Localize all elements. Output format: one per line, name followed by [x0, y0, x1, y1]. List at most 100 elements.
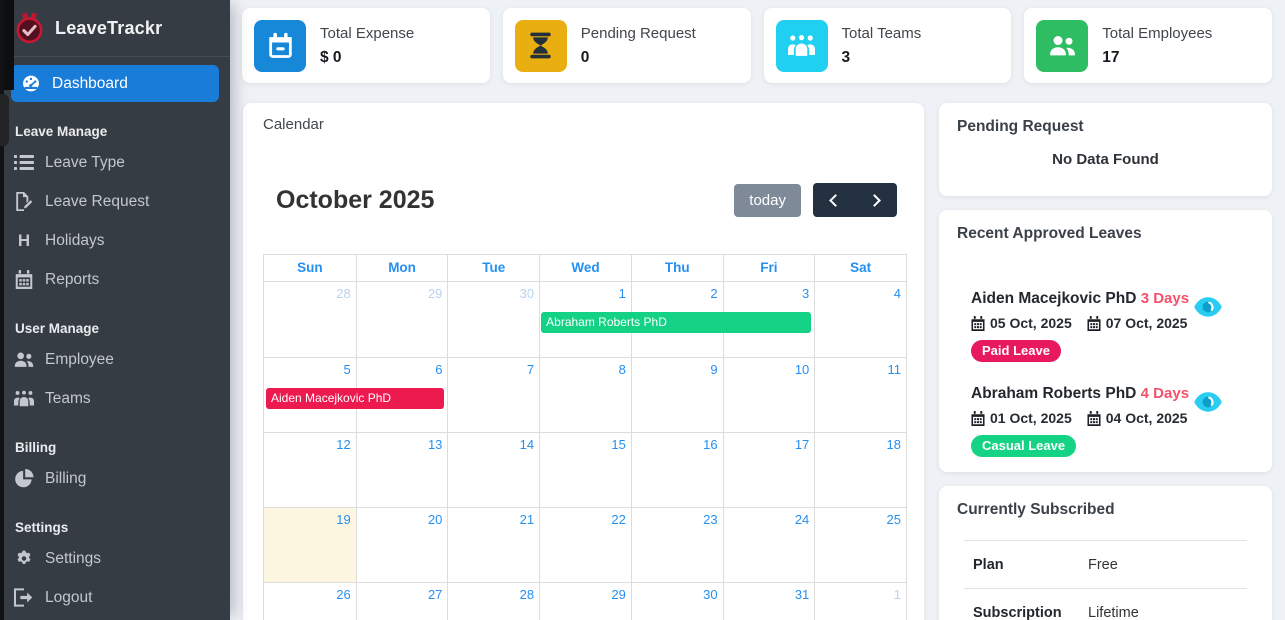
calendar-day-cell[interactable]: 30	[447, 282, 539, 357]
stat-value: $ 0	[320, 48, 342, 66]
sidebar-nav: Dashboard Leave Manage Leave Type Leave Re…	[0, 57, 230, 620]
calendar-day-cell[interactable]: 28	[447, 583, 539, 620]
calendar-day-cell[interactable]: 9	[630, 358, 723, 432]
brand[interactable]: LeaveTrackr	[0, 0, 230, 57]
calendar-card-title: Calendar	[263, 116, 324, 133]
calendar-day-cell[interactable]: 30	[630, 583, 723, 620]
calendar-day-cell[interactable]: 15	[539, 433, 631, 507]
calendar-day-cell[interactable]: 16	[630, 433, 723, 507]
calendar-day-cell[interactable]: 19	[264, 508, 356, 582]
people-group-icon	[775, 19, 828, 72]
stat-value: 17	[1102, 48, 1120, 66]
calendar-day-cell[interactable]: 21	[447, 508, 539, 582]
sidebar-item-leave-type[interactable]: Leave Type	[11, 143, 219, 182]
leave-date-text: 07 Oct, 2025	[1105, 315, 1188, 331]
sidebar-item-logout[interactable]: Logout	[11, 578, 219, 617]
sidebar-item-label: Teams	[45, 389, 91, 407]
calendar-day-cell[interactable]: 24	[722, 508, 815, 582]
stat-text: Total Expense $ 0	[320, 25, 414, 67]
leave-entry-name: Aiden Macejkovic PhD 3 Days	[971, 290, 1190, 307]
leave-type-badge: Paid Leave	[971, 340, 1061, 362]
calendar-buttons: today	[734, 183, 897, 217]
calendar-minus-icon	[254, 19, 306, 72]
leave-entry: Abraham Roberts PhD 4 Days 01 Oct, 2025 04…	[971, 385, 1254, 457]
calendar-week-row: 28 29 30 1 2 3 4 Abraham Roberts PhD	[264, 282, 906, 357]
today-button[interactable]: today	[734, 183, 801, 217]
pending-request-title: Pending Request	[957, 118, 1084, 135]
brand-name: LeaveTrackr	[55, 17, 163, 38]
window-edge-handle	[0, 94, 9, 146]
sidebar-item-label: Logout	[45, 588, 93, 606]
leave-entry-days: 3 Days	[1140, 290, 1190, 307]
calendar-event[interactable]: Aiden Macejkovic PhD	[266, 388, 445, 409]
subscription-row: Subscription Lifetime	[964, 589, 1247, 620]
sidebar-item-label: Leave Type	[45, 153, 125, 171]
eye-icon[interactable]	[1194, 297, 1222, 317]
stat-value: 3	[841, 48, 851, 66]
calendar-day-cell[interactable]: 4	[814, 282, 906, 357]
stat-text: Pending Request 0	[581, 25, 696, 67]
calendar-month-title: October 2025	[276, 185, 435, 214]
calendar-event[interactable]: Abraham Roberts PhD	[541, 312, 812, 333]
calendar-day-cell[interactable]: 14	[447, 433, 539, 507]
calendar-day-cell[interactable]: 11	[814, 358, 906, 432]
users-icon	[1036, 19, 1089, 72]
calendar-day-cell[interactable]: 1	[539, 282, 631, 357]
calendar-day-cell[interactable]: 8	[539, 358, 631, 432]
users-icon	[14, 350, 34, 369]
next-month-button[interactable]	[855, 183, 897, 217]
app-logo-icon	[14, 12, 45, 44]
sidebar-item-settings[interactable]: Settings	[11, 539, 219, 578]
day-header: Wed	[539, 255, 631, 281]
calendar-day-cell[interactable]: 10	[722, 358, 815, 432]
leave-date: 05 Oct, 2025	[971, 315, 1072, 331]
calendar-day-cell[interactable]: 13	[355, 433, 448, 507]
sidebar-item-employee[interactable]: Employee	[11, 340, 219, 379]
sidebar-item-teams[interactable]: Teams	[11, 379, 219, 418]
calendar-day-cell[interactable]: 29	[355, 282, 448, 357]
calendar-day-cell[interactable]: 20	[355, 508, 448, 582]
eye-icon[interactable]	[1194, 392, 1222, 412]
leave-entry-dates: 01 Oct, 2025 04 Oct, 2025	[971, 410, 1254, 426]
calendar-day-cell[interactable]: 22	[539, 508, 631, 582]
calendar-day-cell[interactable]: 28	[336, 286, 351, 301]
calendar-day-cell[interactable]: 29	[539, 583, 631, 620]
calendar-day-cell[interactable]: 17	[722, 433, 815, 507]
calendar-card: Calendar October 2025 today Sun Mon Tue Wed…	[243, 103, 924, 620]
calendar-day-cell[interactable]: 7	[447, 358, 539, 432]
hourglass-icon	[514, 19, 567, 72]
calendar-day-cell[interactable]: 18	[814, 433, 906, 507]
calendar-small-icon	[971, 315, 985, 331]
right-column: Pending Request No Data Found Recent App…	[939, 103, 1272, 620]
calendar-day-cell[interactable]: 1	[814, 583, 906, 620]
currently-subscribed-title: Currently Subscribed	[957, 501, 1115, 518]
stat-text: Total Employees 17	[1102, 25, 1212, 67]
sidebar-item-dashboard[interactable]: Dashboard	[11, 65, 219, 102]
sidebar-item-billing[interactable]: Billing	[11, 459, 219, 498]
calendar-day-cell[interactable]: 25	[814, 508, 906, 582]
stat-card-total-expense: Total Expense $ 0	[242, 8, 490, 83]
calendar-day-cell[interactable]: 23	[630, 508, 723, 582]
leave-date: 07 Oct, 2025	[1087, 315, 1188, 331]
sidebar-item-leave-request[interactable]: Leave Request	[11, 182, 219, 221]
calendar-day-cell[interactable]: 27	[355, 583, 448, 620]
calendar-day-cell[interactable]: 5	[343, 362, 351, 377]
calendar-week-row: 26 27 28 29 30 31 1	[264, 582, 906, 620]
subscription-table: Plan Free Subscription Lifetime	[964, 540, 1247, 620]
calendar-week-row: 12 13 14 15 16 17 18	[264, 432, 906, 507]
prev-month-button[interactable]	[813, 183, 855, 217]
stat-card-total-teams: Total Teams 3	[763, 8, 1012, 83]
day-header: Sun	[297, 260, 323, 275]
calendar-day-cell[interactable]: 26	[336, 587, 351, 602]
day-header: Sat	[814, 255, 906, 281]
sidebar-item-label: Billing	[45, 469, 87, 487]
sidebar-item-holidays[interactable]: H Holidays	[11, 221, 219, 260]
chart-pie-icon	[14, 469, 34, 488]
calendar-week-row: 19 20 21 22 23 24 25	[264, 507, 906, 582]
sidebar-item-reports[interactable]: Reports	[11, 260, 219, 299]
calendar-day-cell[interactable]: 12	[336, 437, 351, 452]
stat-label: Total Expense	[320, 24, 415, 42]
list-icon	[14, 153, 34, 172]
calendar-small-icon	[971, 410, 985, 426]
calendar-day-cell[interactable]: 31	[722, 583, 815, 620]
